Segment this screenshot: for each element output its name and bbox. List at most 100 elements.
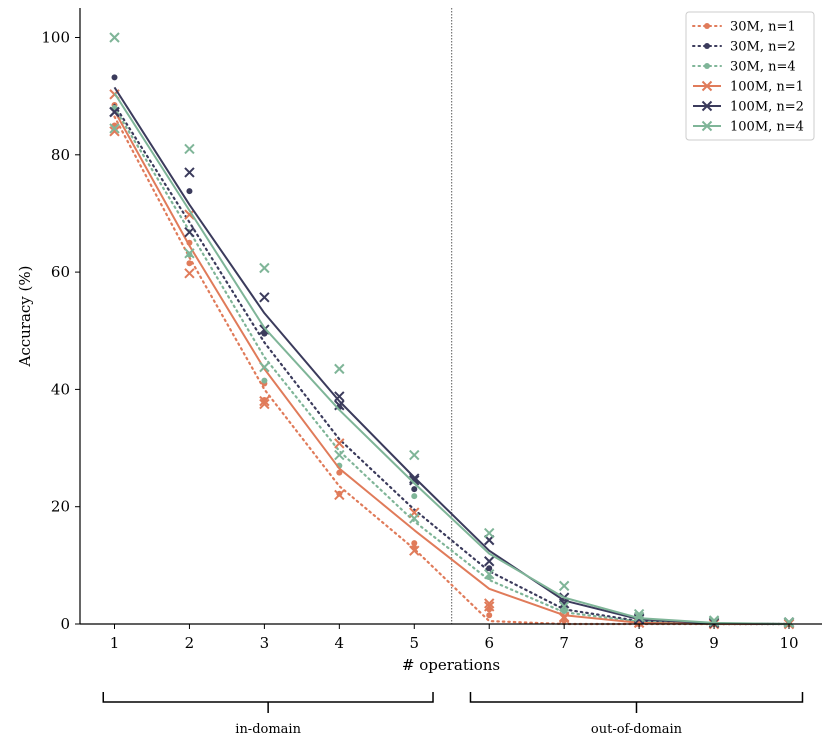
data-point (334, 400, 345, 411)
legend-entry: 100M, n=1 (693, 80, 804, 95)
legend-label: 30M, n=1 (730, 20, 796, 35)
series-line (113, 92, 790, 625)
marker-x-stroke (109, 126, 120, 137)
x-tick-label: 8 (634, 634, 644, 652)
marker-x-stroke (558, 601, 570, 612)
data-point (334, 449, 345, 461)
legend-marker (701, 100, 713, 112)
marker-x-stroke (701, 100, 713, 112)
series-line (113, 110, 789, 625)
x-tick-label: 3 (260, 634, 270, 652)
data-point (184, 227, 195, 238)
data-point (334, 489, 345, 501)
y-axis-label: Accuracy (%) (16, 265, 34, 367)
y-tick-label: 0 (60, 615, 70, 633)
bracket-label: out-of-domain (591, 722, 683, 737)
legend-entry: 100M, n=4 (693, 120, 804, 135)
marker-x-stroke (409, 475, 420, 486)
marker-x-stroke (184, 167, 195, 178)
data-point (486, 565, 493, 572)
data-point (484, 598, 495, 609)
bracket-label: in-domain (235, 722, 301, 737)
data-point (409, 475, 420, 486)
marker-x-stroke (259, 398, 270, 410)
data-point (186, 188, 193, 195)
marker-x-stroke (484, 598, 495, 609)
marker-x-stroke (334, 438, 345, 449)
bracket-line (469, 692, 804, 703)
legend-marker (704, 43, 710, 49)
legend: 30M, n=1 30M, n=2 30M, n=4 100M, n=1 100M, n… (685, 11, 815, 141)
data-point (558, 601, 570, 612)
legend-marker (701, 80, 713, 92)
axes (79, 8, 822, 625)
data-point (184, 209, 195, 220)
data-point (409, 449, 420, 461)
marker-x-stroke (259, 324, 270, 335)
x-tick-label: 1 (110, 634, 120, 652)
marker-x-stroke (259, 395, 270, 407)
marker-x-stroke (558, 580, 570, 592)
data-point (409, 513, 420, 524)
x-tick-label: 2 (185, 634, 195, 652)
data-point (184, 167, 195, 178)
data-point (109, 32, 120, 43)
bracket-in-domain: in-domain (102, 692, 434, 737)
bracket-line (102, 692, 434, 703)
series-line (113, 103, 791, 626)
x-tick-label: 9 (709, 634, 719, 652)
x-tick-label: 10 (779, 634, 798, 652)
legend-label: 30M, n=2 (730, 40, 796, 55)
series-100m-5 (109, 32, 795, 629)
data-point (484, 527, 495, 539)
marker-x-stroke (484, 527, 495, 539)
marker-x-stroke (558, 612, 570, 624)
data-point (486, 612, 493, 619)
marker-x-stroke (633, 608, 645, 620)
y-tick-label: 40 (51, 380, 70, 398)
data-point (109, 123, 120, 134)
marker-x-stroke (184, 268, 195, 279)
data-point (184, 143, 195, 155)
marker-x-stroke (701, 80, 713, 92)
data-point (259, 262, 270, 274)
legend-entry: 30M, n=2 (692, 40, 796, 55)
marker-x-stroke (109, 123, 120, 134)
data-point (708, 616, 720, 627)
marker-x-stroke (484, 568, 495, 580)
legend-box (685, 11, 815, 141)
marker-x-stroke (109, 106, 120, 118)
data-point (334, 391, 345, 402)
marker-x-stroke (184, 248, 195, 259)
data-point (261, 377, 268, 384)
data-point (558, 612, 570, 624)
data-point (484, 601, 495, 612)
data-point (411, 493, 418, 500)
marker-x-stroke (701, 120, 713, 132)
data-point (334, 438, 345, 449)
data-point (334, 363, 345, 375)
marker-x-stroke (409, 449, 420, 461)
data-point (111, 74, 118, 81)
marker-x-stroke (334, 449, 345, 461)
y-tick-label: 80 (51, 146, 70, 164)
marker-x-stroke (334, 363, 345, 375)
data-point (109, 106, 120, 118)
marker-x-stroke (484, 601, 495, 612)
data-point (409, 545, 420, 556)
data-point (186, 260, 193, 267)
data-point (109, 126, 120, 137)
x-tick-label: 6 (484, 634, 494, 652)
legend-marker (704, 63, 710, 69)
marker-x-stroke (184, 143, 195, 155)
legend-marker (704, 23, 710, 29)
x-tick-label: 7 (559, 634, 569, 652)
data-point (184, 268, 195, 279)
marker-x-stroke (558, 598, 570, 609)
marker-x-stroke (633, 611, 645, 623)
domain-brackets: in-domain out-of-domain (102, 692, 804, 737)
data-point (484, 556, 495, 567)
marker-x-stroke (259, 361, 270, 373)
legend-entry: 30M, n=1 (692, 20, 796, 35)
data-point (561, 608, 568, 615)
